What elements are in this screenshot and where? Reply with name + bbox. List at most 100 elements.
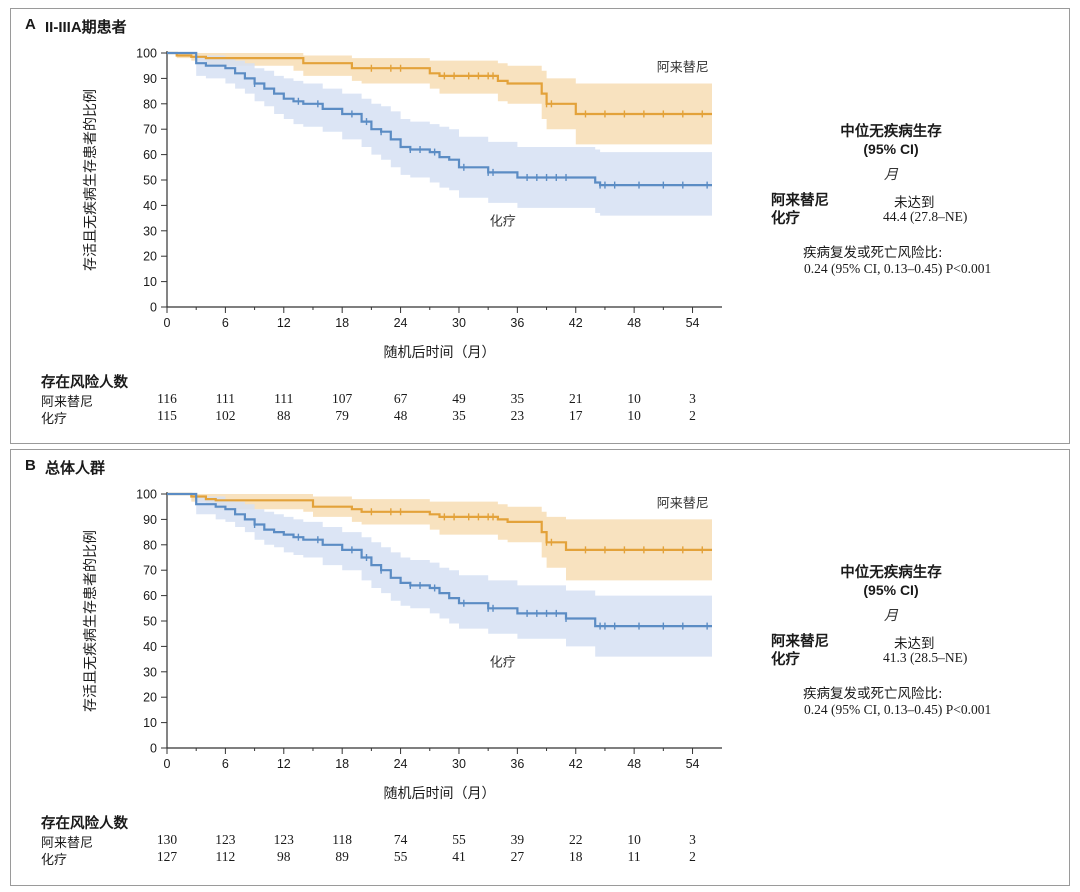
summary-arm-alectinib: 阿来替尼 — [771, 634, 829, 650]
risk-count: 118 — [332, 832, 353, 847]
km-chart: 0 10 20 30 40 50 60 70 80 90 100 0 6 12 18 24 30 36 42 48 54… — [83, 47, 722, 361]
x-tick-label: 24 — [394, 316, 408, 330]
risk-count: 107 — [332, 391, 353, 406]
x-tick-label: 18 — [335, 757, 349, 771]
panel-title: II-IIIA期患者 — [45, 19, 127, 36]
risk-count: 127 — [156, 849, 178, 864]
risk-count: 102 — [215, 408, 236, 423]
panel-letter: B — [25, 457, 36, 474]
y-tick-label: 70 — [143, 123, 157, 137]
x-axis-title: 随机后时间（月） — [384, 345, 496, 361]
y-tick-label: 100 — [136, 488, 157, 502]
x-axis-title: 随机后时间（月） — [384, 786, 496, 802]
risk-count: 10 — [627, 391, 641, 406]
risk-count: 123 — [273, 832, 294, 847]
x-tick-label: 0 — [164, 757, 171, 771]
curve-label-alectinib: 阿来替尼 — [657, 496, 709, 511]
risk-count: 79 — [335, 408, 349, 423]
summary-arm-chemo: 化疗 — [771, 652, 800, 668]
ci-band-alectinib — [167, 494, 712, 581]
x-tick-label: 36 — [510, 757, 524, 771]
risk-count: 2 — [689, 849, 696, 864]
y-tick-label: 100 — [136, 47, 157, 61]
x-tick-label: 42 — [569, 757, 583, 771]
risk-row-label-chemo: 化疗 — [41, 853, 68, 868]
km-curve-chemo — [167, 51, 712, 187]
y-tick-label: 60 — [143, 148, 157, 162]
axes: 0 10 20 30 40 50 60 70 80 90 100 0 6 12 18 24 30 36 42 48 54… — [83, 47, 722, 361]
summary-arm-chemo: 化疗 — [771, 211, 800, 227]
y-axis-title: 存活且无疾病生存患者的比例 — [83, 89, 99, 271]
summary-ci-label: (95% CI) — [863, 582, 919, 598]
summary-hr-value: 0.24 (95% CI, 0.13–0.45) P<0.001 — [804, 261, 992, 276]
risk-table-heading: 存在风险人数 — [41, 375, 128, 391]
x-tick-label: 30 — [452, 316, 466, 330]
risk-count: 21 — [569, 391, 583, 406]
km-curve-alectinib — [167, 51, 712, 116]
curve-label-alectinib: 阿来替尼 — [657, 60, 709, 75]
y-tick-label: 30 — [143, 665, 157, 679]
y-tick-label: 30 — [143, 224, 157, 238]
summary-unit: 月 — [884, 167, 898, 183]
x-tick-label: 36 — [510, 316, 524, 330]
risk-count: 115 — [157, 408, 177, 423]
risk-table-heading: 存在风险人数 — [41, 816, 128, 832]
summary-unit: 月 — [884, 608, 898, 624]
risk-count: 55 — [393, 849, 408, 864]
risk-count: 116 — [157, 391, 177, 406]
risk-row-label-alectinib: 阿来替尼 — [41, 395, 94, 410]
x-tick-label: 18 — [335, 316, 349, 330]
risk-count: 41 — [452, 849, 466, 864]
y-tick-label: 10 — [143, 716, 157, 730]
x-tick-label: 48 — [627, 316, 641, 330]
curve-label-chemo: 化疗 — [490, 215, 516, 230]
risk-count: 3 — [689, 832, 696, 847]
y-axis-title: 存活且无疾病生存患者的比例 — [83, 530, 99, 712]
risk-count: 27 — [510, 849, 525, 864]
y-tick-label: 60 — [143, 589, 157, 603]
x-tick-label: 24 — [394, 757, 408, 771]
summary-value-alectinib: 未达到 — [894, 195, 935, 210]
risk-count: 35 — [452, 408, 466, 423]
x-tick-label: 6 — [222, 316, 229, 330]
risk-count: 35 — [510, 391, 525, 406]
y-tick-label: 10 — [143, 275, 157, 289]
summary-title: 中位无疾病生存 — [840, 124, 942, 140]
curve-label-chemo: 化疗 — [490, 656, 516, 671]
panel-a: A II-IIIA期患者 0 10 20 30 40 50 60 70 80 90 100 0 6 12 1… — [10, 8, 1070, 444]
y-tick-label: 20 — [143, 691, 157, 705]
x-tick-label: 54 — [686, 757, 700, 771]
risk-count: 48 — [393, 408, 408, 423]
ci-band-alectinib — [167, 53, 712, 145]
risk-row-label-alectinib: 阿来替尼 — [41, 836, 94, 851]
x-tick-label: 54 — [686, 316, 700, 330]
risk-count: 49 — [452, 391, 466, 406]
y-tick-label: 80 — [143, 97, 157, 111]
y-tick-label: 0 — [150, 301, 157, 315]
summary-value-alectinib: 未达到 — [894, 636, 935, 651]
risk-count: 23 — [510, 408, 525, 423]
y-tick-label: 20 — [143, 250, 157, 264]
risk-count: 22 — [569, 832, 583, 847]
summary-hr-label: 疾病复发或死亡风险比: — [803, 686, 943, 702]
x-tick-label: 30 — [452, 757, 466, 771]
risk-count: 10 — [627, 408, 641, 423]
risk-count: 67 — [393, 391, 408, 406]
risk-count: 18 — [569, 849, 583, 864]
summary-value-chemo: 44.4 (27.8–NE) — [883, 209, 968, 224]
y-tick-label: 90 — [143, 72, 157, 86]
x-tick-label: 42 — [569, 316, 583, 330]
axes: 0 10 20 30 40 50 60 70 80 90 100 0 6 12 18 24 30 36 42 48 54… — [83, 488, 722, 802]
panel-title: 总体人群 — [45, 460, 106, 477]
x-tick-label: 12 — [277, 316, 291, 330]
ci-band-chemo — [167, 494, 712, 657]
risk-count: 111 — [274, 391, 294, 406]
summary-hr-label: 疾病复发或死亡风险比: — [803, 245, 943, 261]
y-tick-label: 40 — [143, 199, 157, 213]
x-tick-label: 48 — [627, 757, 641, 771]
summary-value-chemo: 41.3 (28.5–NE) — [883, 650, 968, 665]
y-tick-label: 0 — [150, 742, 157, 756]
y-tick-label: 50 — [143, 615, 157, 629]
risk-count: 112 — [215, 849, 236, 864]
km-curve-alectinib — [167, 492, 712, 551]
